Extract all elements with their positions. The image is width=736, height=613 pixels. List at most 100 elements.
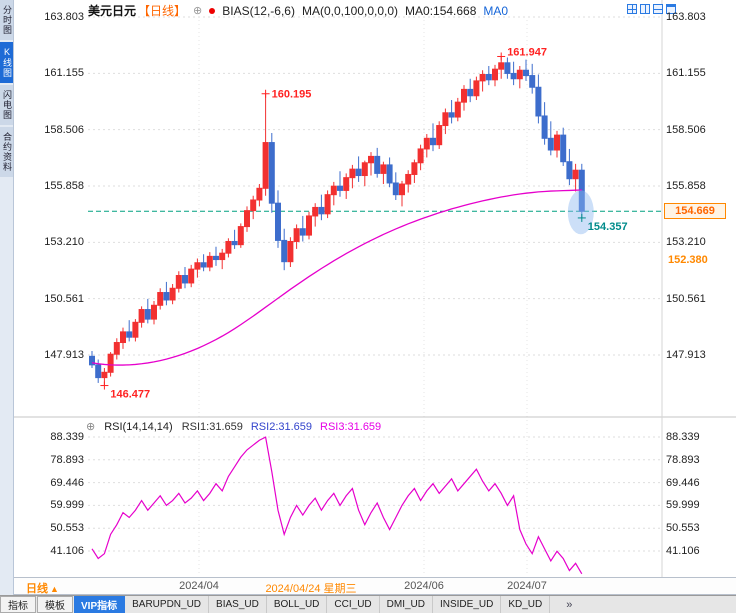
split-horizontal-icon[interactable] <box>653 4 663 14</box>
candle-body <box>318 206 325 215</box>
candle-body <box>479 73 486 82</box>
candle-body <box>448 112 455 118</box>
sidebar-tab-K线图[interactable]: K线图 <box>0 42 13 83</box>
candle-body <box>361 162 368 177</box>
toolbar-tab-模板[interactable]: 模板 <box>37 596 73 613</box>
time-axis: 日线 ▲ 2024/04 2024/04/24 星期三 2024/06 2024/07 <box>14 577 736 595</box>
triangle-up-icon: ▲ <box>50 584 59 594</box>
selected-date-label: 2024/04/24 星期三 <box>265 583 357 595</box>
candle-body <box>411 162 418 175</box>
candle-body <box>151 304 157 320</box>
candle-body <box>399 183 405 196</box>
candle-body <box>516 69 523 80</box>
candle-body <box>473 80 480 97</box>
axis-tick-label: 78.893 <box>666 453 700 466</box>
candle-body <box>374 155 381 174</box>
candle-body <box>368 155 374 164</box>
rsi-value-label: RSI2:31.659 <box>250 420 313 433</box>
toolbar-tab-KD_UD[interactable]: KD_UD <box>501 596 551 613</box>
sidebar-tab-合约资料[interactable]: 合约资料 <box>0 127 13 177</box>
candle-body <box>405 173 412 185</box>
toolbar-tab-INSIDE_UD[interactable]: INSIDE_UD <box>433 596 502 613</box>
latest-candle-highlight <box>567 190 594 235</box>
rsi-value-label: RSI3:31.659 <box>320 420 382 433</box>
candle-body <box>293 228 300 242</box>
sidebar-tab-分时图[interactable]: 分时图 <box>0 0 13 40</box>
indicator-toolbar: 指标 模板 VIP指标 BARUPDN_UD BIAS_UD BOLL_UD CCI_UD D… <box>0 595 736 613</box>
date-label: 2024/07 <box>507 580 547 592</box>
maximize-icon[interactable] <box>666 4 676 14</box>
period-selector[interactable]: 日线 ▲ <box>26 580 59 596</box>
axis-tick-label: 163.803 <box>44 11 84 23</box>
candle-body <box>101 371 108 379</box>
rsi-values: RSI1:31.659 RSI2:31.659 RSI3:31.659 <box>182 421 389 433</box>
expand-icon[interactable]: ⊕ <box>193 5 203 17</box>
toolbar-tab-VIP指标[interactable]: VIP指标 <box>74 596 126 613</box>
candle-body <box>231 240 238 246</box>
candle-body <box>492 68 498 81</box>
candle-body <box>268 142 275 204</box>
candle-body <box>132 321 139 338</box>
split-vertical-icon[interactable] <box>640 4 650 14</box>
candle-body <box>163 292 170 301</box>
candle-body <box>287 240 294 263</box>
axis-tick-label: 41.106 <box>50 544 84 557</box>
axis-tick-label: 153.210 <box>666 236 706 249</box>
toolbar-tab-BIAS_UD[interactable]: BIAS_UD <box>209 596 267 613</box>
axis-tick-label: 147.913 <box>666 348 706 361</box>
axis-tick-label: 158.506 <box>44 123 84 136</box>
sidebar-tab-闪电图[interactable]: 闪电图 <box>0 85 13 125</box>
toolbar-tab-DMI_UD[interactable]: DMI_UD <box>380 596 433 613</box>
axis-tick-label: 88.339 <box>50 431 84 443</box>
more-indicators-button[interactable]: » <box>566 598 573 611</box>
axis-tick-label: 59.999 <box>666 499 700 512</box>
axis-tick-label: 150.561 <box>666 292 706 305</box>
candle-body <box>250 199 257 212</box>
rsi-line <box>91 436 583 575</box>
axis-tick-label: 155.858 <box>44 179 84 192</box>
rsi-settings-icon[interactable]: ⊕ <box>86 421 96 433</box>
candle-body <box>578 169 585 212</box>
axis-tick-label: 163.803 <box>666 11 706 23</box>
price-annotation: 154.357 <box>588 221 628 233</box>
candle-body <box>349 168 356 179</box>
date-label: 2024/06 <box>404 580 444 592</box>
candle-body <box>188 268 195 284</box>
candle-body <box>467 88 474 97</box>
toolbar-tab-CCI_UD[interactable]: CCI_UD <box>327 596 380 613</box>
axis-tick-label: 155.858 <box>666 179 706 192</box>
candle-body <box>430 137 436 146</box>
date-label: 2024/04 <box>179 580 219 592</box>
chart-header: 美元日元 【日线】 ⊕ BIAS(12,-6,6) MA(0,0,100,0,0,… <box>88 3 509 19</box>
price-annotation: 160.195 <box>272 89 312 101</box>
toolbar-tab-BOLL_UD[interactable]: BOLL_UD <box>267 596 328 613</box>
axis-tick-label: 59.999 <box>50 499 84 512</box>
axis-tick-label: 150.561 <box>44 292 84 305</box>
price-axis-left: 163.803 161.155 158.506 155.858 153.210 150.5… <box>30 0 84 577</box>
window-layout-icons <box>627 4 676 14</box>
bias-indicator-label[interactable]: BIAS(12,-6,6) <box>222 3 295 18</box>
candle-body <box>262 142 269 189</box>
rsi-indicator-label[interactable]: RSI(14,14,14) <box>104 420 173 433</box>
ma-tag-label: MA0 <box>483 3 509 18</box>
candle-body <box>194 262 201 270</box>
candle-body <box>225 240 232 254</box>
candle-body <box>454 101 461 118</box>
tile-grid-icon[interactable] <box>627 4 637 14</box>
toolbar-tab-指标[interactable]: 指标 <box>0 596 36 613</box>
candle-body <box>566 161 573 180</box>
toolbar-tab-BARUPDN_UD[interactable]: BARUPDN_UD <box>125 596 210 613</box>
candle-body <box>504 62 511 74</box>
candle-body <box>330 185 337 196</box>
candle-body <box>554 134 560 151</box>
rsi-value-label: RSI1:31.659 <box>181 420 243 433</box>
candle-body <box>126 331 133 338</box>
candle-body <box>337 185 343 191</box>
candle-body <box>306 215 312 236</box>
candle-body <box>324 194 331 215</box>
ma-current-value: MA0:154.668 <box>405 3 477 18</box>
candle-body <box>244 210 250 228</box>
ma-settings-label[interactable]: MA(0,0,100,0,0,0) <box>301 3 399 18</box>
candle-body <box>560 134 567 163</box>
